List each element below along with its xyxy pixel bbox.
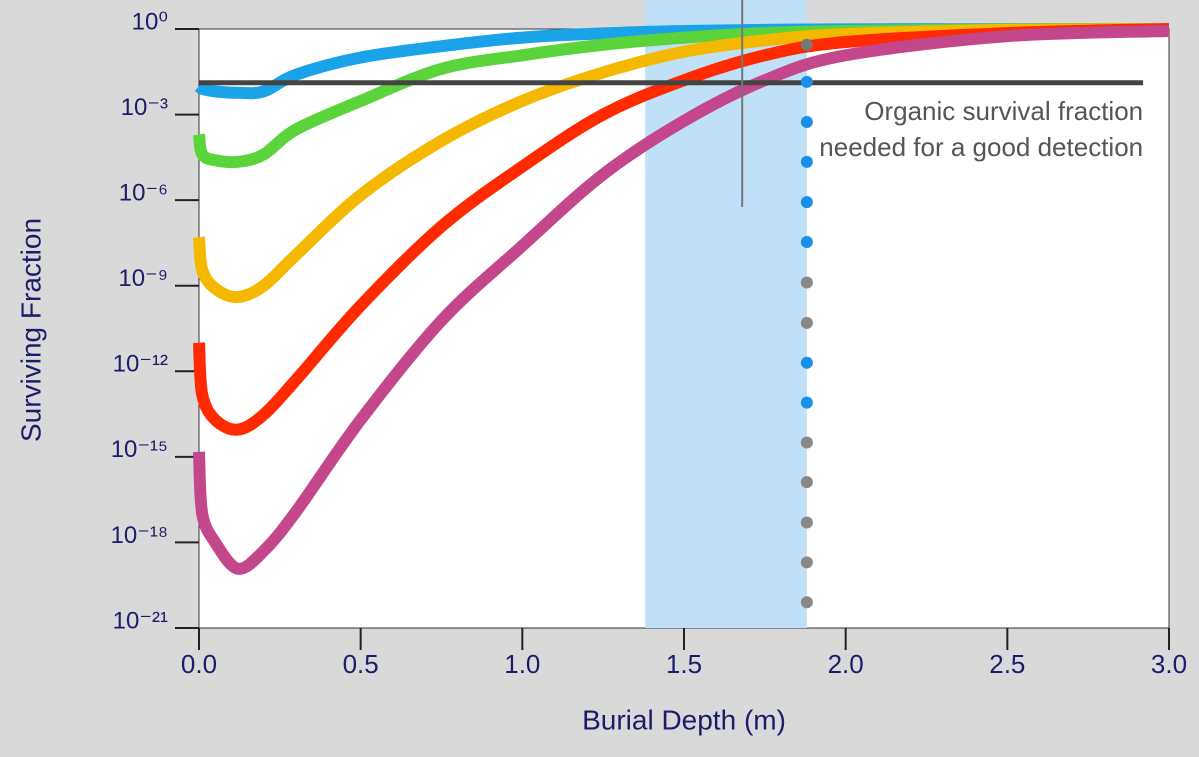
core-sample-dot (801, 596, 813, 608)
x-tick-label: 2.0 (828, 649, 864, 679)
y-tick-label: 10⁰ (132, 8, 168, 35)
core-sample-dot (801, 39, 813, 51)
core-sample-dot (801, 476, 813, 488)
core-sample-dot (801, 156, 813, 168)
x-tick-label: 2.5 (989, 649, 1025, 679)
annotation-text: Organic survival fraction (864, 96, 1143, 126)
x-tick-label: 1.0 (504, 649, 540, 679)
y-tick-label: 10⁻⁶ (119, 179, 168, 206)
core-sample-dot (801, 556, 813, 568)
x-tick-label: 0.5 (343, 649, 379, 679)
y-tick-label: 10⁻¹² (113, 351, 168, 378)
x-tick-label: 0.0 (181, 649, 217, 679)
core-sample-dot (801, 276, 813, 288)
core-sample-dot (801, 317, 813, 329)
y-tick-label: 10⁻³ (121, 94, 168, 121)
x-tick-label: 3.0 (1151, 649, 1187, 679)
core-sample-dot (801, 397, 813, 409)
y-axis-title: Surviving Fraction (15, 218, 46, 442)
page: {"chart_data": { "type": "line", "log_y"… (0, 0, 1199, 757)
y-tick-label: 10⁻¹⁸ (111, 522, 168, 549)
core-sample-dot (801, 76, 813, 88)
y-tick-label: 10⁻⁹ (118, 265, 168, 292)
x-tick-label: 1.5 (666, 649, 702, 679)
core-sample-dot (801, 196, 813, 208)
core-sample-dot (801, 116, 813, 128)
x-axis-title: Burial Depth (m) (582, 704, 786, 735)
core-sample-dot (801, 436, 813, 448)
y-tick-label: 10⁻¹⁵ (111, 436, 168, 463)
y-tick-label: 10⁻²¹ (113, 607, 168, 634)
annotation-text: needed for a good detection (819, 132, 1143, 162)
core-sample-dot (801, 236, 813, 248)
core-sample-dot (801, 516, 813, 528)
core-sample-dot (801, 357, 813, 369)
chart: Burial Depth (m) Surviving Fraction 10⁰ 1… (0, 0, 1199, 757)
